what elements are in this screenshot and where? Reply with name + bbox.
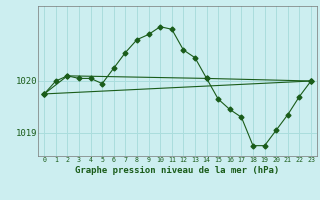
X-axis label: Graphe pression niveau de la mer (hPa): Graphe pression niveau de la mer (hPa) <box>76 166 280 175</box>
